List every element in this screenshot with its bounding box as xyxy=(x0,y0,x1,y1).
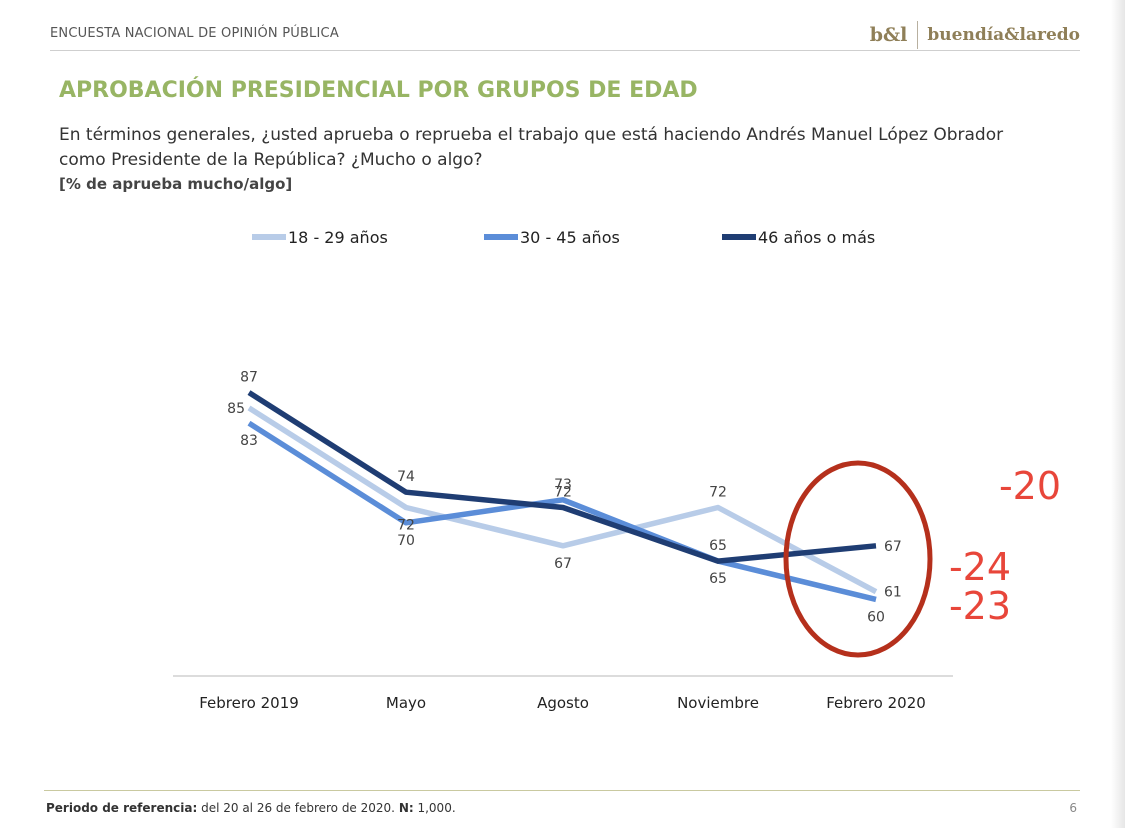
legend-label-18-29-anos: 18 - 29 años xyxy=(288,228,388,247)
change-annotation-3: -23 xyxy=(949,584,1011,628)
data-label-18-29-anos-febrero-2020: 61 xyxy=(884,585,902,601)
data-label-30-45-anos-mayo: 70 xyxy=(397,533,415,549)
line-chart: Febrero 2019 Mayo Agosto Noviembre Febrero 2… xyxy=(173,228,1061,712)
series-line-18-29-anos xyxy=(247,405,878,595)
change-annotation-1: -20 xyxy=(999,464,1061,508)
data-label-18-29-anos-agosto: 67 xyxy=(554,556,572,572)
data-label-30-45-anos-febrero-2019: 83 xyxy=(240,433,258,449)
footer-n-label: N: xyxy=(398,801,414,815)
survey-title: ENCUESTA NACIONAL DE OPINIÓN PÚBLICA xyxy=(50,26,339,41)
data-label-46-anos-o-mas-mayo: 74 xyxy=(397,469,415,485)
data-label-46-anos-o-mas-febrero-2020: 67 xyxy=(884,539,902,555)
change-annotation-2: -24 xyxy=(949,545,1011,589)
data-label-46-anos-o-mas-noviembre: 65 xyxy=(709,538,727,554)
x-tick-label-noviembre: Noviembre xyxy=(677,694,759,712)
legend-label-46-anos-o-mas: 46 años o más xyxy=(758,228,875,247)
logo-mark: b&l xyxy=(869,24,908,46)
logo-separator xyxy=(917,21,919,49)
chart-title: APROBACIÓN PRESIDENCIAL POR GRUPOS DE ED… xyxy=(59,78,698,103)
data-label-30-45-anos-febrero-2020: 60 xyxy=(867,609,885,625)
logo: b&l buendía&laredo xyxy=(870,18,1080,52)
footer-n-value: 1,000. xyxy=(413,801,456,815)
series-line-30-45-anos xyxy=(247,420,877,603)
x-tick-label-mayo: Mayo xyxy=(386,694,426,712)
x-tick-label-febrero-2020: Febrero 2020 xyxy=(826,694,926,712)
data-label-46-anos-o-mas-febrero-2019: 87 xyxy=(240,370,258,386)
data-label-18-29-anos-noviembre: 72 xyxy=(709,484,727,500)
header: ENCUESTA NACIONAL DE OPINIÓN PÚBLICA b&l… xyxy=(50,21,1080,50)
measure-note: [% de aprueba mucho/algo] xyxy=(59,175,293,193)
series-line-46-anos-o-mas xyxy=(247,390,877,564)
page-edge-shadow xyxy=(1111,0,1125,828)
header-divider xyxy=(50,50,1080,51)
legend-label-30-45-anos: 30 - 45 años xyxy=(520,228,620,247)
page-number: 6 xyxy=(1069,801,1077,815)
data-label-30-45-anos-noviembre: 65 xyxy=(709,571,727,587)
x-tick-label-febrero-2019: Febrero 2019 xyxy=(199,694,299,712)
data-label-46-anos-o-mas-agosto: 72 xyxy=(554,484,572,500)
footer-divider xyxy=(44,790,1080,791)
x-tick-label-agosto: Agosto xyxy=(537,694,589,712)
survey-question: En términos generales, ¿usted aprueba o … xyxy=(59,125,1004,170)
highlight-circle xyxy=(783,460,933,658)
footer-label: Periodo de referencia: xyxy=(46,801,198,815)
data-label-18-29-anos-mayo: 72 xyxy=(397,517,415,533)
data-label-18-29-anos-febrero-2019: 85 xyxy=(227,401,245,417)
footer-reference: Periodo de referencia: del 20 al 26 de f… xyxy=(46,801,456,815)
footer-period: del 20 al 26 de febrero de 2020. xyxy=(197,801,399,815)
data-label-30-45-anos-agosto: 73 xyxy=(554,477,572,493)
logo-text: buendía&laredo xyxy=(927,25,1080,45)
